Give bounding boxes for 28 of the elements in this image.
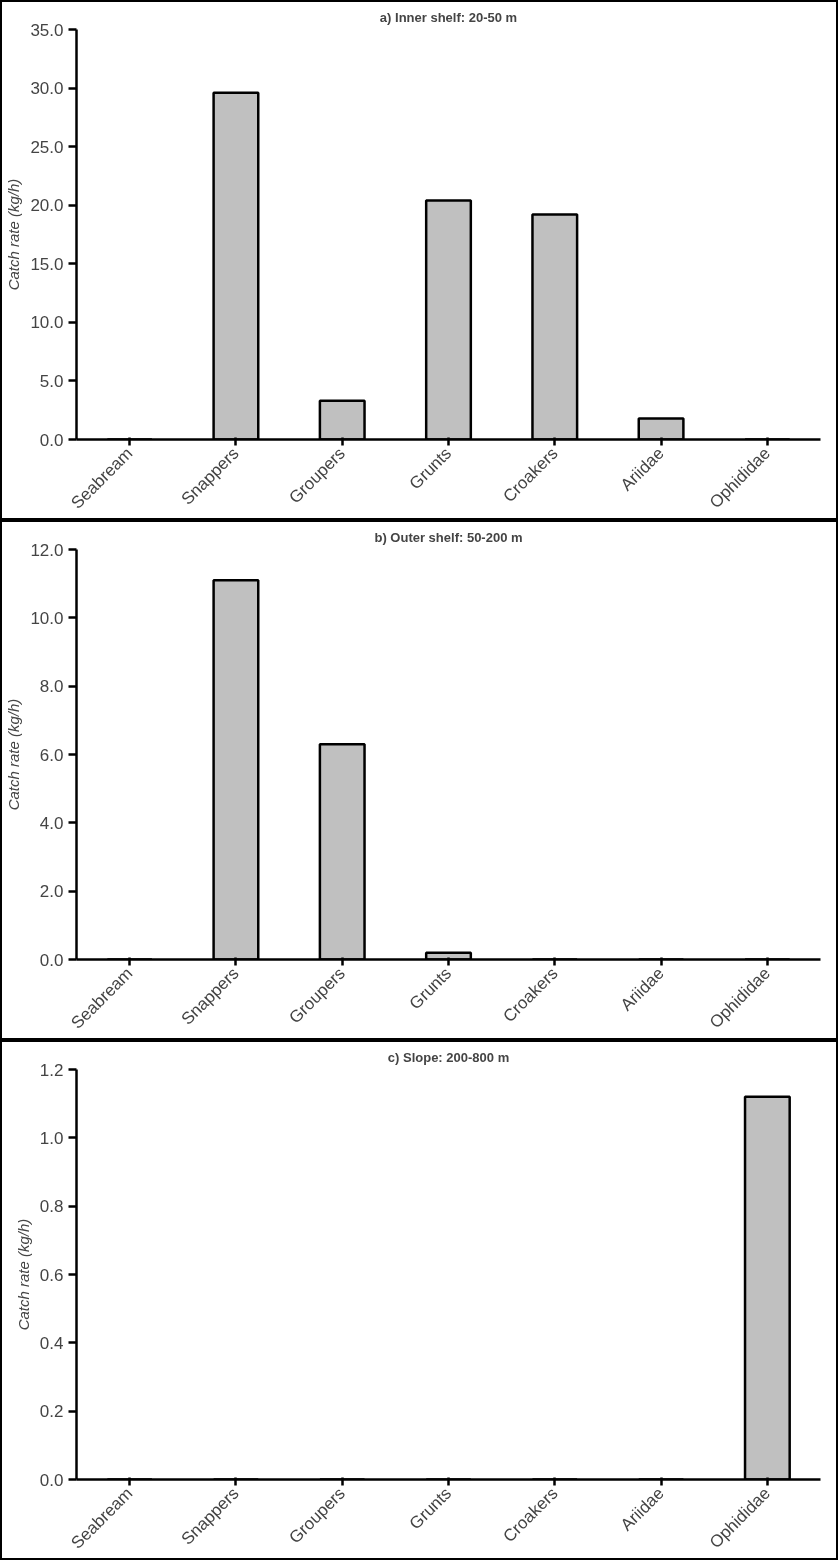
y-tick-label: 10.0	[30, 608, 64, 628]
y-tick-label: 10.0	[30, 313, 64, 333]
y-tick-label: 25.0	[30, 137, 64, 157]
y-tick-label: 0.0	[39, 1470, 64, 1490]
y-tick-label: 12.0	[30, 540, 64, 560]
y-tick-label: 0.6	[39, 1265, 64, 1285]
y-tick-label: 15.0	[30, 254, 64, 274]
y-tick-label: 4.0	[39, 813, 64, 833]
y-tick-label: 0.0	[39, 950, 64, 970]
y-tick-label: 8.0	[39, 677, 64, 697]
chart-title: b) Outer shelf: 50-200 m	[374, 529, 523, 545]
chart-title: a) Inner shelf: 20-50 m	[379, 9, 518, 25]
y-tick-label: 2.0	[39, 882, 64, 902]
y-tick-label: 6.0	[39, 745, 64, 765]
y-tick-label: 1.0	[39, 1128, 64, 1148]
chart-title: c) Slope: 200-800 m	[387, 1049, 510, 1065]
y-tick-label: 0.2	[39, 1402, 64, 1422]
y-tick-label: 1.2	[39, 1060, 64, 1080]
y-tick-label: 0.8	[39, 1197, 64, 1217]
y-axis-title: Catch rate (kg/h)	[5, 178, 23, 291]
y-tick-label: 0.0	[39, 430, 64, 450]
y-tick-label: 20.0	[30, 196, 64, 216]
y-tick-label: 0.4	[39, 1333, 64, 1353]
y-tick-label: 35.0	[30, 20, 64, 40]
y-tick-label: 5.0	[39, 371, 64, 391]
y-axis-title: Catch rate (kg/h)	[14, 1218, 32, 1331]
y-tick-label: 30.0	[30, 79, 64, 99]
y-axis-title: Catch rate (kg/h)	[5, 698, 23, 811]
